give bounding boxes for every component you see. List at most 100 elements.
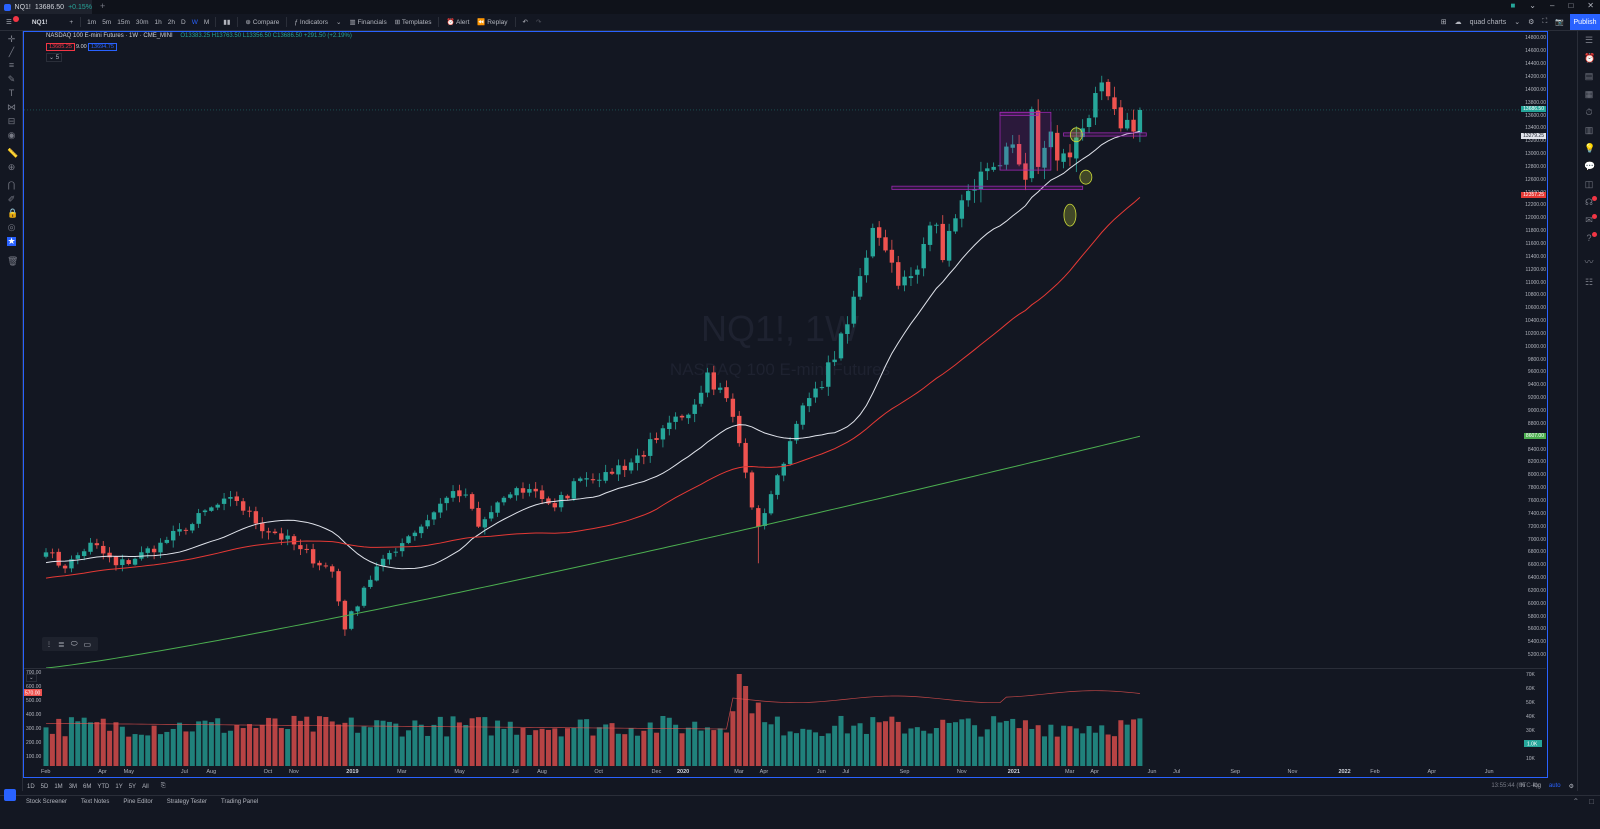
layout-name[interactable]: quad charts bbox=[1469, 18, 1507, 26]
redo-icon[interactable]: ↷ bbox=[535, 19, 542, 26]
trend-line-icon[interactable]: ╱ bbox=[8, 47, 15, 57]
tab-text-notes[interactable]: Text Notes bbox=[81, 799, 110, 805]
legend-collapse-icon[interactable]: ⌄ 5 bbox=[46, 53, 63, 62]
publish-button[interactable]: Publish bbox=[1570, 14, 1600, 30]
crosshair-icon[interactable]: ✛ bbox=[7, 34, 16, 44]
maximize-icon[interactable]: □ bbox=[1568, 1, 1574, 10]
hotlist-icon[interactable]: ⏱ bbox=[1585, 107, 1593, 117]
undo-icon[interactable]: ↶ bbox=[522, 19, 528, 26]
news-icon[interactable]: ▦ bbox=[1584, 89, 1594, 99]
interval-w[interactable]: W bbox=[191, 18, 198, 26]
chevron-down-icon[interactable]: ⌄ bbox=[1514, 19, 1521, 26]
range-1m[interactable]: 1M bbox=[54, 783, 63, 790]
clock[interactable]: 13:55:44 (UTC-4) bbox=[1491, 783, 1538, 789]
range-1y[interactable]: 1Y bbox=[115, 783, 123, 790]
favorites-icon[interactable]: ★ bbox=[7, 236, 16, 246]
data-window-icon[interactable]: ▤ bbox=[1584, 71, 1594, 81]
measure-icon[interactable]: ⊟ bbox=[7, 116, 16, 126]
templates-dropdown-icon[interactable]: ⌄ bbox=[336, 19, 342, 26]
settings-gear-icon[interactable]: ⚙ bbox=[1568, 784, 1574, 790]
range-ytd[interactable]: YTD bbox=[97, 783, 110, 790]
replay-button[interactable]: ⏪ Replay bbox=[477, 19, 508, 26]
tab-stock-screener[interactable]: Stock Screener bbox=[26, 799, 68, 805]
tab-trading-panel[interactable]: Trading Panel bbox=[221, 799, 259, 805]
indicators-button[interactable]: ƒ Indicators bbox=[294, 18, 329, 26]
close-icon[interactable]: ✕ bbox=[1587, 1, 1594, 10]
magnet-icon[interactable]: ⋂ bbox=[7, 180, 16, 190]
notifications-icon[interactable]: ☊ bbox=[1585, 197, 1593, 207]
help-icon[interactable]: ? bbox=[1586, 233, 1592, 243]
range-1d[interactable]: 1D bbox=[27, 783, 35, 790]
ellipse-icon[interactable]: ⬭ bbox=[70, 639, 78, 648]
range-5d[interactable]: 5D bbox=[40, 783, 49, 790]
alerts-clock-icon[interactable]: ⏰ bbox=[1584, 53, 1596, 63]
settings-gear-icon[interactable]: ⚙ bbox=[1528, 19, 1535, 26]
alert-button[interactable]: ⏰ Alert bbox=[446, 19, 470, 26]
drawing-panel-icon[interactable] bbox=[4, 789, 16, 801]
chats-icon[interactable]: 💬 bbox=[1584, 161, 1596, 171]
chevron-down-icon[interactable]: ⌄ bbox=[1529, 1, 1536, 10]
fullscreen-icon[interactable]: ⛶ bbox=[1542, 18, 1548, 25]
log-toggle[interactable]: log bbox=[1532, 783, 1541, 789]
interval-m[interactable]: M bbox=[203, 18, 210, 26]
sell-price[interactable]: 13685.25 bbox=[46, 43, 75, 51]
buy-price[interactable]: 13694.75 bbox=[88, 43, 117, 51]
tab-strategy-tester[interactable]: Strategy Tester bbox=[166, 799, 207, 805]
interval-1h[interactable]: 1h bbox=[154, 18, 162, 26]
percent-toggle[interactable]: % bbox=[1519, 783, 1525, 789]
brush-icon[interactable]: ✎ bbox=[7, 74, 16, 84]
zoom-icon[interactable]: ⊕ bbox=[7, 162, 16, 172]
volume-chart[interactable]: 700.00 600.00 500.00 400.00 300.00 200.00 100.… bbox=[24, 670, 1546, 768]
chart-type-icon[interactable]: ▮▮ bbox=[223, 19, 231, 26]
interval-2h[interactable]: 2h bbox=[167, 18, 175, 26]
minimize-icon[interactable]: – bbox=[1550, 1, 1555, 10]
browser-tab[interactable]: NQ1! 13686.50 +0.15% bbox=[0, 0, 92, 14]
compare-button[interactable]: ⊕ Compare bbox=[245, 19, 280, 26]
price-scale[interactable]: 14800.00 14600.00 14400.00 14200.00 14000.00… bbox=[1520, 32, 1546, 668]
pane-divider[interactable] bbox=[24, 668, 1546, 669]
collapse-panel-icon[interactable]: ⌃ bbox=[1572, 797, 1580, 806]
trend-icon[interactable]: 〰 bbox=[1584, 257, 1594, 267]
lock-icon[interactable]: 🔒 bbox=[7, 208, 19, 218]
fib-icon[interactable]: ≡ bbox=[8, 60, 15, 70]
layout-grid-icon[interactable]: ⊞ bbox=[1440, 19, 1447, 26]
interval-1m[interactable]: 1m bbox=[87, 18, 97, 26]
ideas-icon[interactable]: 💡 bbox=[1584, 143, 1596, 153]
interval-30m[interactable]: 30m bbox=[135, 18, 149, 26]
financials-button[interactable]: ▥ Financials bbox=[349, 19, 387, 26]
rectangle-icon[interactable]: ▭ bbox=[83, 639, 92, 649]
profile-icon[interactable]: ■ bbox=[1510, 1, 1516, 10]
menu-icon[interactable]: ☰ bbox=[6, 19, 12, 26]
price-chart[interactable] bbox=[24, 32, 1520, 668]
watchlist-icon[interactable]: ☰ bbox=[1584, 35, 1594, 45]
interval-15m[interactable]: 15m bbox=[117, 18, 130, 26]
goto-date-icon[interactable]: ⎘ bbox=[160, 783, 166, 789]
text-icon[interactable]: T bbox=[8, 88, 15, 98]
add-symbol-icon[interactable]: + bbox=[69, 18, 74, 26]
layers-icon[interactable]: ☷ bbox=[1584, 277, 1594, 287]
volume-pane-header[interactable]: ⌄ bbox=[26, 674, 37, 682]
eye-icon[interactable]: ◉ bbox=[7, 130, 16, 140]
range-3m[interactable]: 3M bbox=[68, 783, 78, 790]
maximize-panel-icon[interactable]: □ bbox=[1589, 797, 1594, 806]
interval-5m[interactable]: 5m bbox=[102, 18, 112, 26]
range-all[interactable]: All bbox=[142, 783, 149, 790]
time-axis[interactable]: Feb Apr May Jul Aug Oct Nov 2019 Mar May Jul Aug Oct… bbox=[24, 768, 1520, 777]
auto-toggle[interactable]: auto bbox=[1548, 783, 1561, 789]
trash-icon[interactable]: 🗑 bbox=[7, 256, 19, 266]
streams-icon[interactable]: ◫ bbox=[1584, 179, 1594, 189]
ruler-icon[interactable]: 📏 bbox=[7, 148, 19, 158]
interval-d[interactable]: D bbox=[181, 18, 186, 26]
pattern-icon[interactable]: ⋈ bbox=[7, 102, 16, 112]
stay-drawing-icon[interactable]: ✐ bbox=[7, 194, 16, 204]
templates-button[interactable]: ⊞ Templates bbox=[394, 19, 432, 26]
hide-icon[interactable]: ◎ bbox=[7, 222, 16, 232]
text-note-icon[interactable]: ≣ bbox=[58, 639, 65, 649]
messages-icon[interactable]: ✉ bbox=[1585, 215, 1593, 225]
drag-handle-icon[interactable]: ⋮ bbox=[46, 641, 52, 648]
tab-pine-editor[interactable]: Pine Editor bbox=[123, 799, 153, 805]
camera-icon[interactable]: 📷 bbox=[1555, 19, 1564, 26]
calendar-icon[interactable]: ▥ bbox=[1584, 125, 1594, 135]
range-6m[interactable]: 6M bbox=[83, 783, 92, 790]
symbol-search[interactable]: NQ1! bbox=[31, 18, 48, 26]
